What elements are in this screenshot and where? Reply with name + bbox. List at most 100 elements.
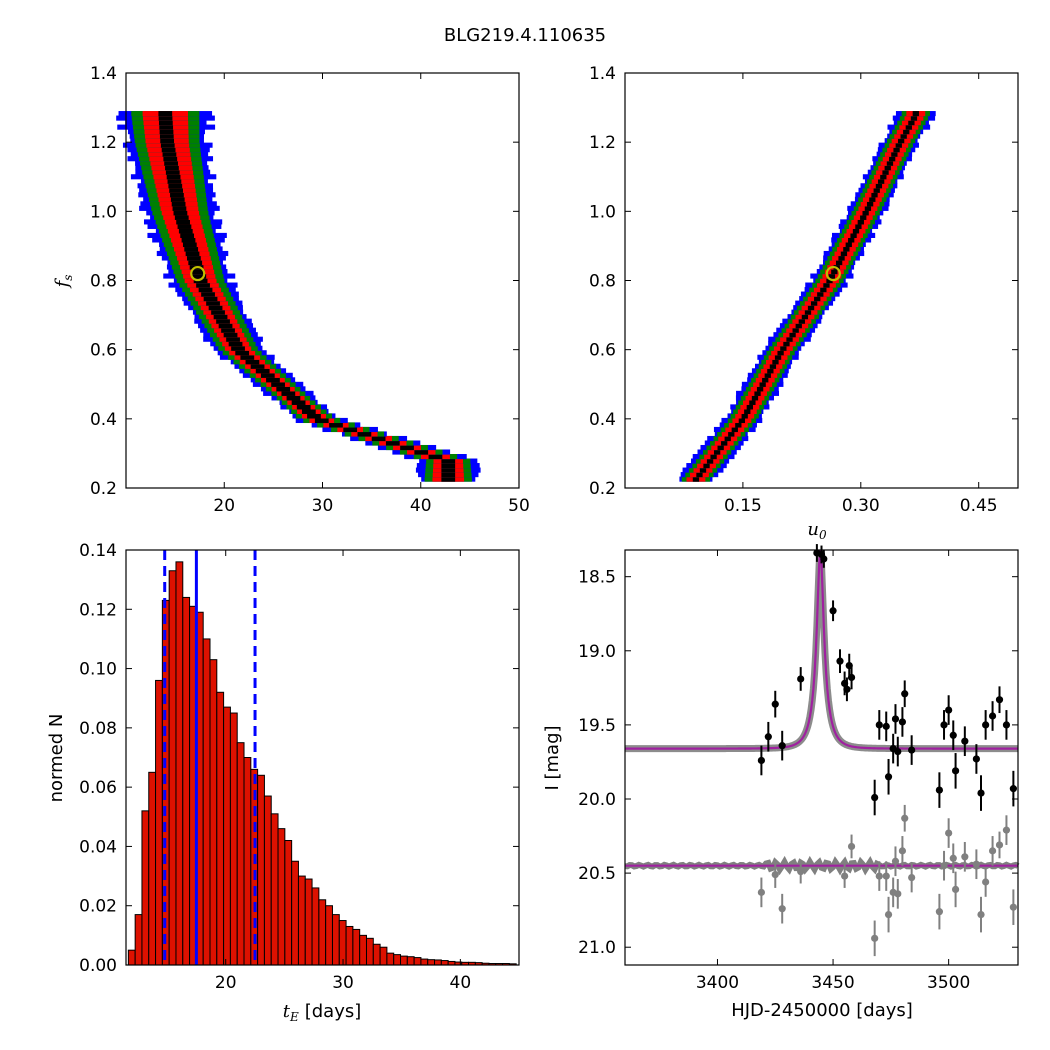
lightcurve-data-point	[764, 733, 772, 741]
residual-data-point	[901, 814, 909, 822]
u0-fs-sigma1-cell	[862, 210, 869, 216]
u0-fs-sigma1-cell	[840, 250, 848, 257]
residual-data-point	[884, 911, 893, 919]
u0-fs-sigma1-cell	[845, 241, 852, 248]
te-fs-sigma1-cell	[164, 160, 178, 166]
te-histogram-bar	[304, 878, 313, 966]
te-histogram-bar	[400, 955, 408, 966]
panel-te-fs: 20 30 40 50 0.2 0.4 0.6 0.8 1.0 1.2 1.4 fs	[52, 64, 530, 516]
te-fs-sigma1-cell	[162, 151, 177, 157]
te-fs-sigma1-cell	[180, 232, 195, 238]
u0-fs-sigma1-cell	[759, 381, 766, 387]
te-histogram-bar	[216, 691, 225, 966]
te-fs-sigma1-cell	[301, 408, 316, 414]
u0-fs-ytick-label: 1.2	[589, 133, 616, 153]
te-fs-sigma1-cell	[185, 250, 200, 257]
te-fs-sigma1-cell	[160, 138, 175, 144]
te-fs-sigma1-cell	[216, 318, 230, 324]
te-fs-best-fit-marker	[190, 265, 206, 282]
te-histogram-xtick-label: 40	[450, 973, 472, 993]
te-histogram-bar	[168, 570, 177, 966]
lightcurve-ticks: 3400 3450 3500 18.5 19.0 19.5 20.0 20.5 21.0	[578, 550, 1018, 993]
u0-fs-sigma1-cell	[889, 156, 896, 162]
u0-fs-sigma1-cell	[751, 395, 759, 401]
te-histogram-bar	[434, 959, 442, 966]
u0-fs-sigma1-cell	[692, 476, 700, 482]
te-histogram-bar	[223, 706, 231, 966]
te-histogram-bar	[257, 774, 265, 966]
te-fs-sigma1-cell	[245, 359, 260, 365]
te-fs-sigma1-cell	[441, 476, 456, 482]
lightcurve-data-point	[949, 731, 957, 739]
u0-fs-sigma1-cell	[783, 341, 790, 347]
te-fs-sigma1-cell	[174, 214, 189, 220]
te-fs-sigma1-cell	[208, 305, 223, 311]
te-fs-sigma1-cell	[184, 246, 199, 252]
residual-data-point	[951, 885, 960, 894]
u0-fs-sigma1-cell	[857, 219, 864, 225]
te-fs-sigma1-cell	[218, 323, 233, 329]
u0-fs-sigma1-cell	[900, 133, 907, 139]
lightcurve-frame	[624, 549, 1019, 966]
u0-fs-sigma1-cell	[820, 287, 827, 293]
te-histogram-bar	[270, 813, 279, 966]
u0-fs-sigma1-cell	[795, 323, 802, 329]
u0-fs-ytick-label: 0.2	[589, 479, 616, 499]
te-fs-sigma1-cell	[276, 386, 291, 392]
te-fs-sigma1-cell	[441, 458, 456, 464]
residual-data-point	[935, 908, 944, 916]
u0-fs-sigma1-cell	[910, 115, 918, 121]
lightcurve-plot	[624, 544, 1020, 957]
lightcurve-data-point	[836, 657, 844, 665]
u0-fs-sigma1-cell	[912, 111, 919, 117]
te-histogram-bar	[229, 712, 238, 966]
lightcurve-ytick-label: 19.0	[578, 642, 616, 662]
te-fs-sigma1-cell	[441, 467, 456, 473]
lightcurve-data-point	[945, 706, 953, 714]
u0-fs-sigma1-cell	[873, 187, 880, 193]
te-fs-sigma1-cell	[160, 142, 175, 148]
te-histogram-bar	[284, 840, 293, 966]
te-fs-sigma1-cell	[172, 205, 187, 211]
lightcurve-data-point	[882, 722, 890, 730]
te-histogram-bar	[291, 860, 299, 966]
te-fs-ytick-label: 1.0	[90, 202, 117, 222]
u0-fs-sigma1-cell	[792, 327, 799, 333]
lightcurve-data-point	[843, 685, 851, 693]
u0-fs-sigma1-cell	[838, 255, 845, 261]
te-histogram-bar	[297, 875, 306, 966]
u0-fs-sigma1-cell	[875, 183, 883, 189]
residual-data-point	[871, 934, 879, 942]
te-histogram-bar	[202, 638, 211, 966]
u0-fs-sigma1-cell	[774, 354, 782, 360]
u0-fs-sigma1-cell	[767, 368, 774, 374]
u0-fs-sigma1-cell	[810, 300, 818, 306]
te-fs-sigma1-cell	[329, 422, 343, 428]
te-fs-sigma1-cell	[228, 341, 243, 347]
u0-fs-sigma1-cell	[860, 214, 867, 220]
residual-data-point	[908, 873, 916, 882]
u0-fs-sigma1-cell	[877, 178, 885, 184]
residual-data-point	[891, 857, 900, 865]
u0-fs-sigma1-cell	[713, 449, 721, 455]
te-fs-ytick-label: 1.4	[90, 64, 117, 84]
te-histogram-ticks: 20 30 40 0.00 0.02 0.04 0.06 0.08 0.10 0.12 0.14	[79, 541, 519, 993]
te-fs-sigma1-cell	[158, 120, 173, 126]
residual-data-point	[757, 888, 765, 896]
te-fs-sigma1-cell	[271, 381, 285, 387]
lightcurve-xtick-label: 3450	[811, 973, 854, 993]
u0-fs-sigma1-cell	[843, 246, 850, 252]
lightcurve-data-point	[972, 755, 980, 763]
te-histogram-bar	[277, 828, 286, 966]
u0-fs-sigma1-cell	[903, 129, 910, 135]
u0-fs-sigma1-cell	[871, 192, 878, 198]
te-fs-sigma1-cell	[266, 377, 280, 383]
u0-fs-sigma1-cell	[789, 332, 796, 338]
u0-fs-sigma1-cell	[855, 223, 862, 229]
u0-fs-sigma1-cell	[724, 435, 731, 442]
u0-fs-xtick-label: 0.15	[724, 496, 762, 516]
te-histogram-bar	[236, 742, 245, 966]
u0-fs-sigma1-cell	[852, 228, 860, 234]
te-fs-sigma1-cell	[307, 413, 321, 419]
te-histogram-bar	[175, 561, 184, 966]
